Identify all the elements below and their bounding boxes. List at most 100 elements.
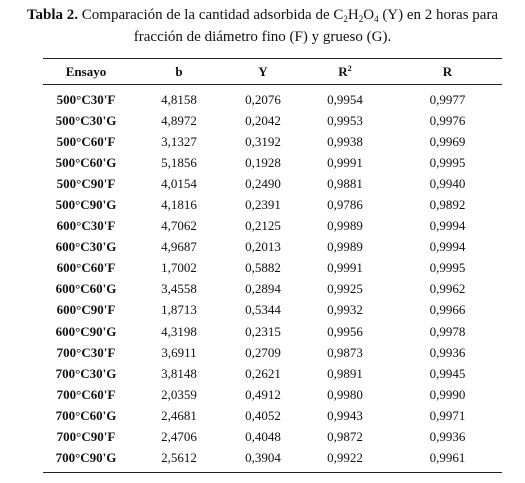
cell: 0,9990 [429, 386, 466, 402]
cell: 0,5882 [245, 260, 281, 276]
cell: 4,8972 [161, 112, 197, 128]
cell: 4,3198 [161, 323, 197, 339]
cell: 0,9922 [297, 447, 393, 473]
row-label: 600°C90'G [55, 323, 117, 339]
header-text: R [338, 63, 348, 79]
cell: 1,7002 [161, 260, 197, 276]
cell: 0,9945 [429, 365, 466, 381]
row-label: 700°C60'F [56, 386, 116, 402]
cell: 0,2076 [245, 91, 281, 107]
table-row: 500°C30'G 4,8972 0,2042 0,9953 0,9976 [43, 110, 502, 131]
cell: 2,0359 [161, 386, 197, 402]
row-label: 700°C90'G [43, 447, 129, 473]
row-label: 700°C60'G [55, 407, 117, 423]
cell: 3,6911 [161, 344, 197, 360]
table-row: 700°C90'F 2,4706 0,4048 0,9872 0,9936 [43, 427, 502, 448]
column-header: R [393, 58, 502, 85]
cell: 0,3192 [245, 133, 281, 149]
superscript: 2 [347, 63, 352, 73]
row-label: 700°C30'G [55, 365, 117, 381]
cell: 0,2391 [245, 197, 281, 213]
table-row: 600°C90'G 4,3198 0,2315 0,9956 0,9978 [43, 321, 502, 342]
cell: 0,9969 [429, 133, 466, 149]
table-row: 600°C60'G 3,4558 0,2894 0,9925 0,9962 [43, 279, 502, 300]
caption-text: H [347, 7, 359, 23]
cell: 0,9989 [327, 218, 363, 234]
row-label: 500°C90'G [55, 197, 117, 213]
table-row: 600°C60'F 1,7002 0,5882 0,9991 0,9995 [43, 258, 502, 279]
subscript: 2 [343, 14, 348, 24]
cell: 2,5612 [129, 447, 229, 473]
cell: 0,9956 [327, 323, 363, 339]
cell: 0,9994 [429, 239, 466, 255]
cell: 0,9978 [429, 323, 466, 339]
data-table: Ensayo b Y R2 R 500°C30'F 4,8158 0,2076 0,9954 0… [43, 58, 502, 473]
cell: 0,9953 [327, 112, 363, 128]
cell: 4,1816 [161, 197, 197, 213]
cell: 0,9994 [429, 218, 466, 234]
caption-text: (Y) en 2 horas para fracción de diámetro… [133, 7, 499, 45]
column-header: R2 [297, 58, 393, 85]
cell: 0,1928 [245, 154, 281, 170]
cell: 0,4048 [245, 429, 281, 445]
table-caption: Tabla 2. Comparación de la cantidad adso… [10, 4, 515, 48]
cell: 0,2709 [245, 344, 281, 360]
cell: 0,9995 [429, 154, 466, 170]
table-body: 500°C30'F 4,8158 0,2076 0,9954 0,9977 500°C30… [43, 85, 502, 473]
cell: 0,3904 [229, 447, 297, 473]
column-header: Ensayo [43, 58, 129, 85]
table-row: 500°C90'F 4,0154 0,2490 0,9881 0,9940 [43, 173, 502, 194]
row-label: 500°C60'F [56, 133, 116, 149]
table-row: 700°C60'G 2,4681 0,4052 0,9943 0,9971 [43, 405, 502, 426]
cell: 0,9977 [429, 91, 466, 107]
cell: 0,2894 [245, 281, 281, 297]
cell: 0,9954 [327, 91, 363, 107]
table-row: 500°C60'F 3,1327 0,3192 0,9938 0,9969 [43, 131, 502, 152]
cell: 3,1327 [161, 133, 197, 149]
cell: 0,2042 [245, 112, 281, 128]
cell: 0,2013 [245, 239, 281, 255]
cell: 0,9891 [327, 365, 363, 381]
cell: 2,4706 [161, 429, 197, 445]
cell: 4,8158 [161, 91, 197, 107]
cell: 4,7062 [161, 218, 197, 234]
cell: 0,9943 [327, 407, 363, 423]
cell: 0,9932 [327, 302, 363, 318]
table-row: 500°C60'G 5,1856 0,1928 0,9991 0,9995 [43, 152, 502, 173]
cell: 0,9962 [429, 281, 466, 297]
cell: 0,9938 [327, 133, 363, 149]
cell: 2,4681 [161, 407, 197, 423]
cell: 0,9995 [429, 260, 466, 276]
cell: 0,2125 [245, 218, 281, 234]
cell: 0,9925 [327, 281, 363, 297]
cell: 0,9873 [327, 344, 363, 360]
table-row: 700°C30'G 3,8148 0,2621 0,9891 0,9945 [43, 363, 502, 384]
row-label: 500°C30'G [55, 112, 117, 128]
cell: 3,8148 [161, 365, 197, 381]
caption-text: Comparación de la cantidad adsorbida de … [78, 7, 344, 23]
table-row: 700°C60'F 2,0359 0,4912 0,9980 0,9990 [43, 384, 502, 405]
caption-text: O [363, 7, 375, 23]
row-label: 700°C90'F [56, 429, 116, 445]
row-label: 600°C30'G [55, 239, 117, 255]
row-label: 500°C60'G [55, 154, 117, 170]
cell: 5,1856 [161, 154, 197, 170]
column-header: Y [229, 58, 297, 85]
table-row: 500°C90'G 4,1816 0,2391 0,9786 0,9892 [43, 194, 502, 215]
table-row: 500°C30'F 4,8158 0,2076 0,9954 0,9977 [43, 85, 502, 111]
cell: 4,0154 [161, 175, 197, 191]
cell: 0,2621 [245, 365, 281, 381]
cell: 0,9989 [327, 239, 363, 255]
cell: 0,9991 [327, 154, 363, 170]
cell: 0,2315 [245, 323, 281, 339]
subscript: 4 [374, 14, 379, 24]
cell: 0,4052 [245, 407, 281, 423]
cell: 4,9687 [161, 239, 197, 255]
cell: 0,9976 [429, 112, 466, 128]
cell: 0,9980 [327, 386, 363, 402]
cell: 0,9881 [327, 175, 363, 191]
table-row: 600°C90'F 1,8713 0,5344 0,9932 0,9966 [43, 300, 502, 321]
row-label: 600°C60'G [55, 281, 117, 297]
cell: 0,9961 [393, 447, 502, 473]
